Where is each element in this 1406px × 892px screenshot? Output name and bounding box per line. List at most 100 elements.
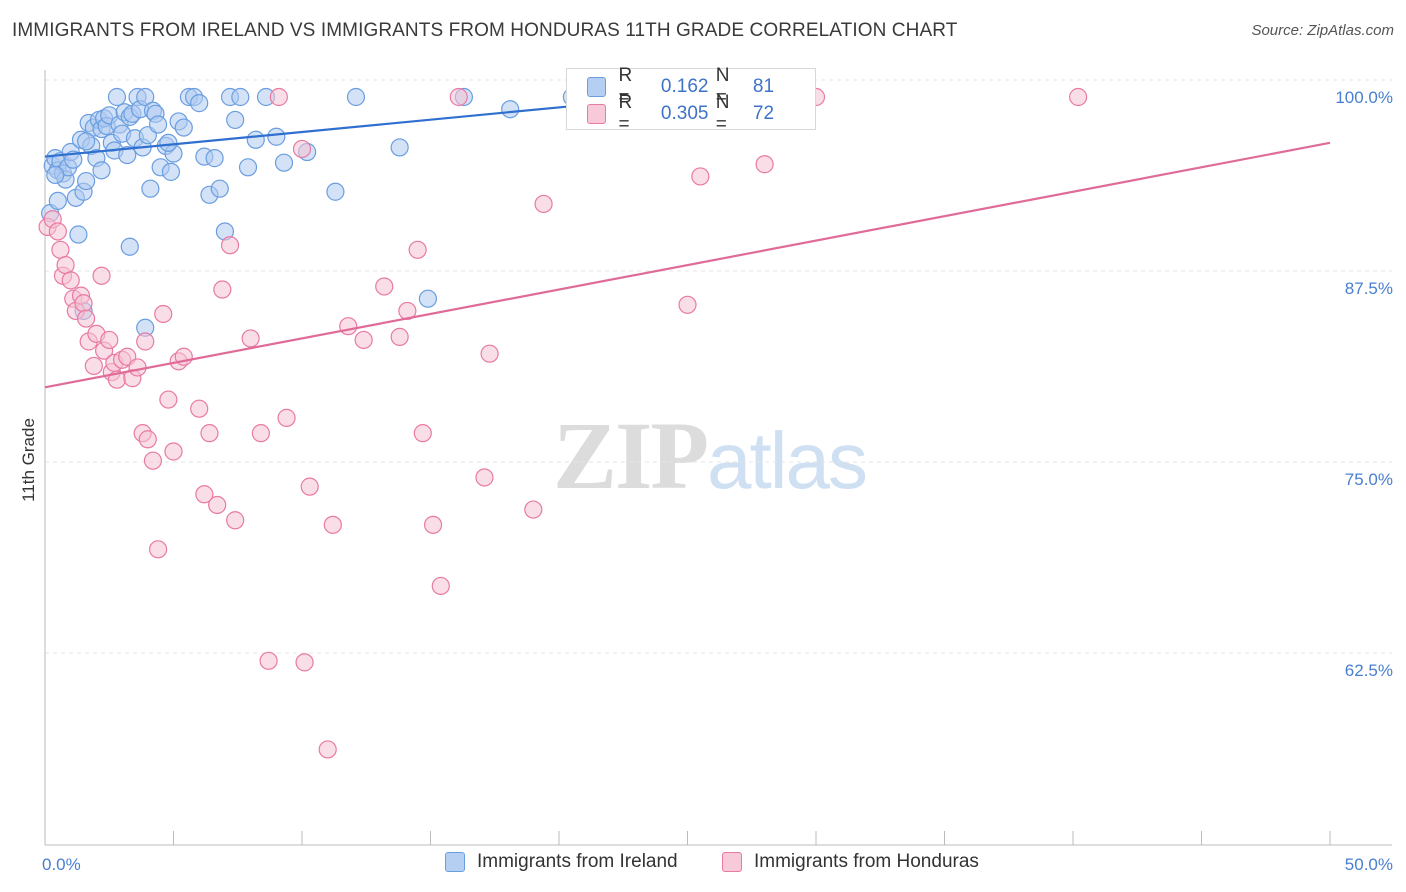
legend-swatch-honduras — [722, 852, 742, 872]
ireland-point — [418, 289, 438, 308]
honduras-point — [84, 356, 103, 376]
honduras-point — [449, 87, 468, 107]
honduras-point — [259, 651, 278, 670]
honduras-point — [339, 317, 358, 336]
ireland-point — [501, 100, 520, 119]
honduras-point — [691, 167, 710, 186]
watermark: ZIPatlas — [553, 400, 868, 511]
x-tick-label-min: 0.0% — [42, 855, 81, 874]
honduras-point — [241, 329, 260, 348]
tick-labels: 100.0% 87.5% 75.0% 62.5% 0.0% 50.0% — [42, 88, 1393, 874]
y-tick-label: 75.0% — [1345, 470, 1393, 489]
y-tick-label: 87.5% — [1345, 279, 1393, 298]
legend-r-honduras: 0.305 — [660, 103, 709, 124]
ireland-point — [190, 94, 209, 113]
ireland-point — [46, 165, 65, 185]
legend-item-ireland[interactable]: Immigrants from Ireland — [445, 851, 678, 873]
ireland-point — [136, 87, 155, 107]
honduras-point — [92, 266, 111, 285]
honduras-point — [300, 477, 319, 496]
honduras-point — [195, 485, 214, 504]
legend-row-ireland: R = 0.162 N = 81 — [587, 65, 815, 108]
legend-r-label: R = — [618, 92, 633, 135]
x-tick-label-max: 50.0% — [1345, 855, 1393, 874]
honduras-point — [208, 495, 227, 515]
honduras-point — [251, 424, 270, 443]
ireland-point — [326, 182, 345, 201]
legend-r-label: R = — [618, 65, 633, 108]
honduras-point — [475, 468, 494, 487]
honduras-point — [269, 87, 288, 107]
honduras-point — [375, 277, 394, 296]
honduras-point — [226, 511, 245, 530]
ireland-point — [161, 162, 181, 181]
honduras-point — [138, 430, 157, 449]
watermark-atlas: atlas — [707, 416, 868, 505]
ireland-point — [141, 179, 160, 198]
chart-title: IMMIGRANTS FROM IRELAND VS IMMIGRANTS FR… — [12, 20, 958, 41]
series-honduras — [38, 87, 1088, 759]
honduras-point — [48, 222, 67, 241]
honduras-point — [408, 240, 427, 259]
ireland-point — [77, 171, 96, 191]
y-tick-label: 100.0% — [1335, 88, 1393, 107]
honduras-point — [295, 653, 314, 672]
honduras-point — [159, 390, 178, 409]
honduras-point — [277, 408, 296, 427]
ireland-point — [174, 118, 193, 137]
honduras-point — [354, 330, 373, 350]
ireland-point — [107, 87, 127, 107]
ireland-point — [48, 191, 67, 211]
honduras-point — [413, 424, 432, 443]
ireland-point — [346, 87, 366, 107]
honduras-point — [136, 332, 155, 351]
honduras-point — [74, 294, 93, 313]
ireland-point — [159, 133, 178, 152]
legend-swatch-ireland — [445, 852, 465, 872]
honduras-point — [128, 358, 147, 377]
ireland-point — [77, 132, 96, 151]
ireland-point — [69, 225, 88, 244]
ireland-point — [267, 127, 286, 146]
honduras-point — [61, 271, 80, 290]
honduras-point — [431, 576, 450, 596]
legend-r-ireland: 0.162 — [660, 76, 709, 97]
honduras-point — [524, 500, 543, 519]
trend-line-ireland — [44, 105, 572, 158]
ireland-point — [246, 130, 265, 149]
honduras-point — [423, 515, 443, 534]
honduras-point — [164, 442, 183, 461]
ireland-point — [210, 179, 229, 198]
watermark-zip: ZIP — [553, 402, 709, 509]
ireland-point — [92, 161, 111, 180]
series-ireland — [41, 87, 581, 337]
honduras-point — [318, 740, 337, 759]
legend-n-ireland: 81 — [752, 76, 775, 97]
honduras-point — [148, 540, 168, 559]
honduras-point — [480, 344, 499, 363]
honduras-point — [190, 399, 209, 418]
ireland-point — [226, 110, 245, 130]
ireland-point — [148, 115, 168, 134]
legend-n-label: N = — [715, 92, 730, 135]
y-axis-label: 11th Grade — [19, 418, 38, 502]
honduras-point — [56, 255, 75, 275]
legend-swatch-honduras — [587, 104, 607, 124]
ireland-point — [118, 145, 137, 165]
ireland-point — [205, 149, 224, 168]
legend-swatch-ireland — [587, 77, 607, 97]
ireland-point — [390, 138, 409, 157]
ireland-point — [274, 153, 294, 172]
honduras-point — [220, 236, 240, 255]
axes — [44, 70, 1392, 846]
legend-item-honduras[interactable]: Immigrants from Honduras — [722, 851, 979, 873]
legend-label-ireland: Immigrants from Ireland — [477, 851, 678, 872]
ireland-point — [120, 237, 139, 256]
ireland-point — [231, 87, 250, 107]
honduras-point — [77, 309, 96, 328]
honduras-point — [200, 424, 219, 443]
honduras-point — [755, 155, 774, 174]
legend-stats: R = 0.162 N = 81 R = 0.305 N = 72 — [566, 65, 816, 135]
ireland-point — [238, 158, 258, 177]
